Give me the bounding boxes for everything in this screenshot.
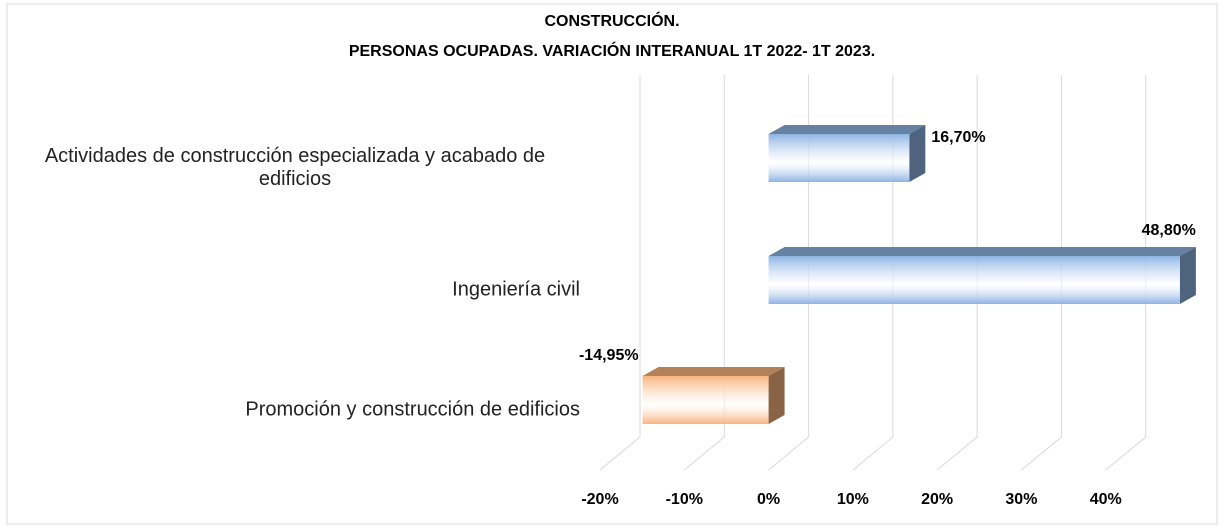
category-label: Ingeniería civil bbox=[10, 279, 580, 302]
x-tick-label: 10% bbox=[837, 491, 869, 508]
bar bbox=[768, 256, 1180, 304]
x-tick-label: 30% bbox=[1005, 491, 1037, 508]
bar bbox=[768, 134, 910, 182]
grid-line bbox=[936, 75, 978, 471]
grid-line bbox=[1021, 75, 1062, 471]
chart-subtitle: PERSONAS OCUPADAS. VARIACIÓN INTERANUAL … bbox=[349, 41, 875, 60]
x-tick-label: -20% bbox=[581, 491, 618, 508]
data-label: 16,70% bbox=[931, 129, 985, 146]
grid-line bbox=[852, 75, 894, 471]
category-label: Promoción y construcción de edificios bbox=[10, 399, 580, 422]
bar-side bbox=[768, 367, 785, 424]
category-label: Actividades de construcción especializad… bbox=[10, 145, 580, 191]
x-tick-label: 40% bbox=[1090, 491, 1122, 508]
bar-side bbox=[1179, 247, 1196, 304]
category-text: Ingeniería civil bbox=[452, 278, 580, 301]
category-text: Promoción y construcción de edificios bbox=[245, 398, 580, 421]
data-label: 48,80% bbox=[1142, 222, 1196, 239]
chart-title: CONSTRUCCIÓN. bbox=[544, 11, 679, 30]
data-label: -14,95% bbox=[579, 347, 639, 364]
bar-top bbox=[768, 125, 926, 134]
grid-line bbox=[683, 75, 725, 471]
bar bbox=[642, 376, 769, 424]
grid-line bbox=[599, 75, 641, 471]
x-tick-label: 20% bbox=[921, 491, 953, 508]
x-tick-label: -10% bbox=[666, 491, 703, 508]
category-text: Actividades de construcción especializad… bbox=[44, 145, 546, 190]
bar-side bbox=[909, 125, 926, 182]
grid-line bbox=[1105, 75, 1147, 471]
bar-top bbox=[768, 247, 1196, 256]
grid-line bbox=[768, 75, 810, 471]
bar-top bbox=[642, 367, 785, 376]
x-tick-label: 0% bbox=[757, 491, 780, 508]
